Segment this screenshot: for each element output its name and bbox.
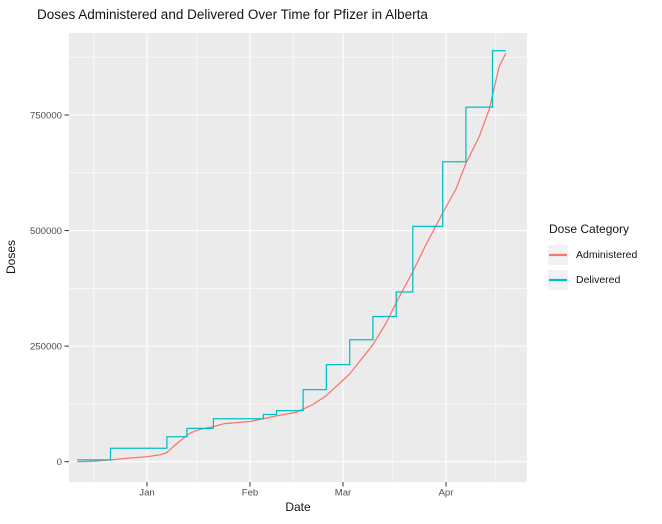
series-line-administered	[77, 52, 507, 463]
legend-key-swatch	[548, 245, 568, 265]
legend: Dose Category Administered Delivered	[548, 222, 660, 295]
legend-title: Dose Category	[549, 222, 630, 236]
x-tick-label-apr: Apr	[439, 488, 455, 499]
y-axis-title: Doses	[4, 239, 18, 275]
y-tick-label-500000: 500000	[30, 226, 62, 237]
y-tick-labels: 0 250000 500000 750000	[30, 110, 62, 468]
x-axis-title: Date	[285, 500, 311, 514]
panel-background	[69, 33, 527, 482]
legend-entry-label: Administered	[576, 249, 638, 261]
x-tick-labels: Jan Feb Mar Apr	[139, 488, 454, 499]
x-tick-label-jan: Jan	[139, 488, 154, 499]
legend-entry-administered: Administered	[548, 245, 660, 265]
legend-entry-label: Delivered	[576, 274, 621, 286]
legend-key-swatch	[548, 270, 568, 290]
legend-entries: Administered Delivered	[548, 245, 660, 290]
y-tick-label-250000: 250000	[30, 342, 62, 353]
y-tick-label-750000: 750000	[30, 110, 62, 121]
x-tick-label-feb: Feb	[242, 488, 259, 499]
legend-entry-delivered: Delivered	[548, 270, 660, 290]
minor-gridlines	[69, 33, 527, 482]
major-gridlines	[69, 33, 527, 482]
chart-title: Doses Administered and Delivered Over Ti…	[37, 7, 428, 22]
series-line-delivered	[77, 50, 506, 461]
x-tick-label-mar: Mar	[335, 488, 352, 499]
y-tick-label-0: 0	[57, 457, 62, 468]
tick-marks	[64, 114, 447, 487]
